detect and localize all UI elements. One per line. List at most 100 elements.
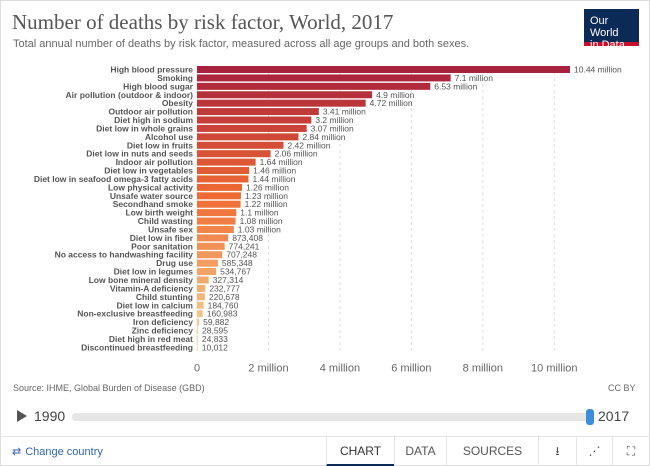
value-label: 10.44 million [574,65,622,75]
category-label: Vitamin-A deficiency [110,283,193,293]
bar [197,124,307,132]
value-label: 3.2 million [315,115,354,125]
category-label: Child wasting [138,216,193,226]
source-note[interactable]: Source: IHME, Global Burden of Disease (… [13,383,205,393]
category-label: Diet low in fiber [130,233,194,243]
bar [197,175,249,183]
category-label: Indoor air pollution [116,157,193,167]
value-label: 232,777 [209,283,240,293]
category-label: Air pollution (outdoor & indoor) [66,90,194,100]
bar [197,327,199,335]
tab-sources[interactable]: SOURCES [446,437,538,466]
category-label: Low birth weight [125,208,193,218]
bar [197,318,200,326]
category-label: Smoking [157,73,193,83]
license-label[interactable]: CC BY [608,383,636,393]
value-label: 160,983 [207,309,238,319]
value-label: 707,248 [226,250,257,260]
timeline-end-year: 2017 [598,408,630,424]
bar [197,158,256,166]
value-label: 1.26 million [246,182,289,192]
value-label: 220,678 [209,292,240,302]
bar [197,293,205,301]
value-label: 1.44 million [252,174,295,184]
category-label: Obesity [162,98,193,108]
category-label: High blood sugar [123,81,194,91]
bar [197,259,218,267]
bar [197,192,241,200]
value-label: 2.42 million [287,140,330,150]
value-label: 774,241 [229,241,260,251]
value-label: 2.84 million [302,132,345,142]
category-label: Diet low in fruits [127,140,193,150]
value-label: 59,882 [203,317,229,327]
timeline-track[interactable] [72,413,590,421]
share-icon[interactable]: ⋰ [576,437,612,466]
fullscreen-icon[interactable]: ⛶ [612,437,649,466]
category-label: Diet high in red meat [109,334,193,344]
timeline: 1990 2017 [0,400,650,432]
timeline-handle[interactable] [586,409,594,425]
category-label: Poor sanitation [131,241,193,251]
bar [197,284,206,292]
bar [197,116,312,124]
bar [197,108,319,116]
value-label: 4.9 million [376,90,415,100]
value-label: 1.46 million [253,166,296,176]
x-tick-label: 2 million [248,362,288,374]
value-label: 24,833 [202,334,228,344]
change-country-link[interactable]: ⇄ Change country [12,445,103,458]
value-label: 534,767 [220,267,251,277]
category-label: Non-exclusive breastfeeding [77,309,193,319]
x-tick-label: 0 [194,362,200,374]
value-label: 1.64 million [260,157,303,167]
bar [197,343,198,351]
category-label: Diet low in whole grains [96,123,193,133]
bar [197,234,229,242]
bar-chart: 0 2 million 4 million 6 million 8 million 10 … [34,65,622,375]
category-label: Child stunting [136,292,193,302]
bottom-bar: ⇄ Change country CHART DATA SOURCES ⭳ ⋰ ⛶ [0,436,650,466]
download-icon[interactable]: ⭳ [538,437,576,466]
value-label: 2.06 million [275,149,318,159]
value-label: 7.1 million [455,73,494,83]
x-tick-label: 4 million [320,362,360,374]
bar [197,99,366,107]
bar [197,82,431,90]
chart-title: Number of deaths by risk factor, World, … [12,10,394,34]
category-label: Zinc deficiency [132,326,194,336]
category-label: Secondhand smoke [113,199,194,209]
value-label: 28,595 [202,326,228,336]
tab-data[interactable]: DATA [394,437,446,466]
value-label: 10,012 [202,342,228,352]
play-icon[interactable] [17,410,27,422]
x-tick-label: 10 million [531,362,577,374]
bar [197,150,271,158]
logo-line-2: in Data [590,39,625,51]
value-label: 3.07 million [311,123,354,133]
value-label: 3.41 million [323,107,366,117]
bar [197,335,198,343]
value-label: 1.23 million [245,191,288,201]
value-label: 1.22 million [245,199,288,209]
value-label: 327,314 [213,275,244,285]
bar [197,209,237,217]
category-label: Diet high in sodium [114,115,193,125]
chart-subtitle: Total annual number of deaths by risk fa… [13,38,470,50]
bar [197,310,203,318]
category-label: Diet low in seafood omega-3 fatty acids [34,174,193,184]
tab-chart[interactable]: CHART [326,437,394,466]
value-label: 6.53 million [434,81,477,91]
value-label: 1.08 million [240,216,283,226]
category-label: Drug use [156,258,193,268]
bar [197,66,570,73]
swap-icon: ⇄ [12,446,22,458]
value-label: 1.1 million [240,208,279,218]
category-label: Diet low in vegetables [104,166,193,176]
owid-logo[interactable]: Our World in Data [584,9,639,51]
value-label: 1.03 million [238,224,281,234]
category-label: High blood pressure [110,65,193,75]
category-label: Outdoor air pollution [108,107,193,117]
bar [197,268,217,276]
bar [197,183,243,191]
